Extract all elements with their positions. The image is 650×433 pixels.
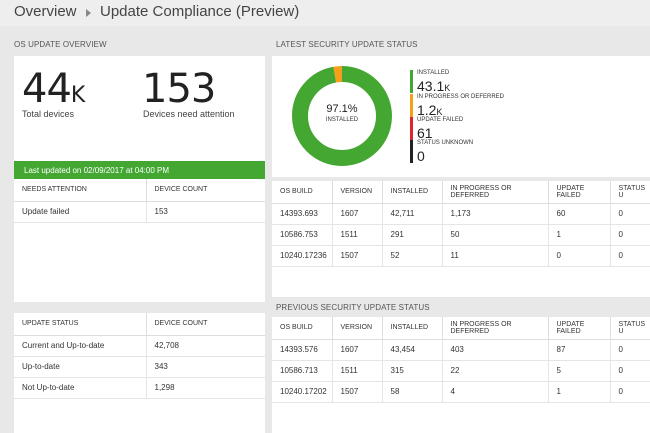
table-cell: 52 — [382, 245, 443, 267]
table-cell: 1507 — [332, 245, 383, 267]
legend-swatch-failed — [410, 117, 413, 140]
table-cell: 60 — [548, 203, 611, 225]
table-cell: 1607 — [332, 339, 383, 361]
column-header[interactable]: NEEDS ATTENTION — [14, 179, 147, 202]
update-status-row[interactable]: Not Up-to-date 1,298 — [14, 377, 265, 399]
column-header[interactable]: IN PROGRESS OR DEFERRED — [442, 181, 549, 204]
attention-label: Devices need attention — [143, 109, 235, 119]
table-cell: 58 — [382, 381, 443, 403]
table-cell: 87 — [548, 339, 611, 361]
latest-build-row[interactable]: 14393.693 1607 42,711 1,173 60 0 — [272, 203, 650, 225]
table-cell: 10240.17236 — [272, 245, 333, 267]
column-header[interactable]: IN PROGRESS OR DEFERRED — [442, 317, 549, 340]
table-cell: Update failed — [14, 201, 147, 223]
table-cell: Not Up-to-date — [14, 377, 147, 399]
table-cell: 1607 — [332, 203, 383, 225]
table-cell: 0 — [610, 339, 650, 361]
table-cell: 42,708 — [146, 335, 265, 357]
table-cell: 1511 — [332, 224, 383, 246]
table-cell: 0 — [610, 245, 650, 267]
previous-security-table-panel: OS BUILD VERSION INSTALLED IN PROGRESS OR D… — [272, 317, 650, 433]
table-cell: 10586.713 — [272, 360, 333, 382]
donut-chart — [292, 66, 392, 166]
os-update-overview-title: OS UPDATE OVERVIEW — [14, 40, 107, 49]
column-header[interactable]: STATUS U — [610, 181, 650, 204]
table-cell: 0 — [610, 224, 650, 246]
table-cell: 14393.693 — [272, 203, 333, 225]
column-header[interactable]: UPDATE STATUS — [14, 313, 147, 336]
table-cell: 1511 — [332, 360, 383, 382]
overview-tile[interactable] — [14, 56, 265, 161]
column-header[interactable]: VERSION — [332, 181, 383, 204]
table-cell: 43,454 — [382, 339, 443, 361]
table-cell: Up-to-date — [14, 356, 147, 378]
latest-security-title: LATEST SECURITY UPDATE STATUS — [276, 40, 418, 49]
latest-security-table-panel: OS BUILD VERSION INSTALLED IN PROGRESS OR D… — [272, 181, 650, 297]
donut-segment-failed — [292, 66, 392, 166]
table-cell: 315 — [382, 360, 443, 382]
table-cell: Current and Up-to-date — [14, 335, 147, 357]
column-header[interactable]: UPDATE FAILED — [548, 317, 611, 340]
table-cell: 10586.753 — [272, 224, 333, 246]
attention-value: 153 — [142, 66, 216, 112]
latest-build-row[interactable]: 10240.17236 1507 52 11 0 0 — [272, 245, 650, 267]
table-cell: 42,711 — [382, 203, 443, 225]
table-cell: 291 — [382, 224, 443, 246]
table-cell: 403 — [442, 339, 549, 361]
donut-label: INSTALLED — [325, 117, 359, 123]
last-updated-banner: Last updated on 02/09/2017 at 04:00 PM — [14, 161, 265, 179]
total-devices-label: Total devices — [22, 109, 75, 119]
previous-security-title: PREVIOUS SECURITY UPDATE STATUS — [276, 303, 430, 312]
table-cell: 11 — [442, 245, 549, 267]
column-header[interactable]: UPDATE FAILED — [548, 181, 611, 204]
column-header[interactable]: DEVICE COUNT — [146, 313, 265, 336]
table-cell: 22 — [442, 360, 549, 382]
breadcrumb-current: Update Compliance (Preview) — [100, 3, 300, 20]
needs-attention-panel: NEEDS ATTENTION DEVICE COUNT Update faile… — [14, 179, 265, 302]
table-cell: 1 — [548, 224, 611, 246]
table-cell: 50 — [442, 224, 549, 246]
legend-swatch-installed — [410, 70, 413, 93]
breadcrumb-overview[interactable]: Overview — [14, 3, 77, 20]
previous-security-table: OS BUILD VERSION INSTALLED IN PROGRESS OR D… — [272, 317, 650, 403]
update-status-row[interactable]: Current and Up-to-date 42,708 — [14, 335, 265, 357]
attention-row[interactable]: Update failed 153 — [14, 201, 265, 223]
table-cell: 153 — [146, 201, 265, 223]
column-header[interactable]: INSTALLED — [382, 317, 443, 340]
latest-build-row[interactable]: 10586.753 1511 291 50 1 0 — [272, 224, 650, 246]
table-cell: 5 — [548, 360, 611, 382]
table-cell: 1,173 — [442, 203, 549, 225]
total-devices-value: 44K — [22, 66, 86, 112]
table-cell: 1507 — [332, 381, 383, 403]
donut-percent: 97.1% — [326, 103, 358, 115]
table-cell: 1,298 — [146, 377, 265, 399]
table-cell: 0 — [610, 203, 650, 225]
column-header[interactable]: VERSION — [332, 317, 383, 340]
table-cell: 0 — [610, 360, 650, 382]
column-header[interactable]: INSTALLED — [382, 181, 443, 204]
column-header[interactable]: DEVICE COUNT — [146, 179, 265, 202]
column-header[interactable]: OS BUILD — [272, 181, 333, 204]
chevron-right-icon — [86, 9, 91, 17]
column-header[interactable]: OS BUILD — [272, 317, 333, 340]
table-cell: 0 — [610, 381, 650, 403]
previous-build-row[interactable]: 10240.17202 1507 58 4 1 0 — [272, 381, 650, 403]
previous-build-row[interactable]: 10586.713 1511 315 22 5 0 — [272, 360, 650, 382]
header-bar: Overview Update Compliance (Preview) — [0, 0, 650, 26]
latest-security-table: OS BUILD VERSION INSTALLED IN PROGRESS OR D… — [272, 181, 650, 267]
table-cell: 1 — [548, 381, 611, 403]
needs-attention-table: NEEDS ATTENTION DEVICE COUNT Update faile… — [14, 179, 265, 223]
column-header[interactable]: STATUS U — [610, 317, 650, 340]
legend-swatch-unknown — [410, 140, 413, 163]
table-cell: 10240.17202 — [272, 381, 333, 403]
table-cell: 14393.576 — [272, 339, 333, 361]
update-status-panel: UPDATE STATUS DEVICE COUNT Current and Up… — [14, 313, 265, 433]
table-cell: 343 — [146, 356, 265, 378]
update-status-table: UPDATE STATUS DEVICE COUNT Current and Up… — [14, 313, 265, 399]
table-cell: 0 — [548, 245, 611, 267]
previous-build-row[interactable]: 14393.576 1607 43,454 403 87 0 — [272, 339, 650, 361]
table-cell: 4 — [442, 381, 549, 403]
legend-swatch-in-progress — [410, 94, 413, 117]
update-status-row[interactable]: Up-to-date 343 — [14, 356, 265, 378]
